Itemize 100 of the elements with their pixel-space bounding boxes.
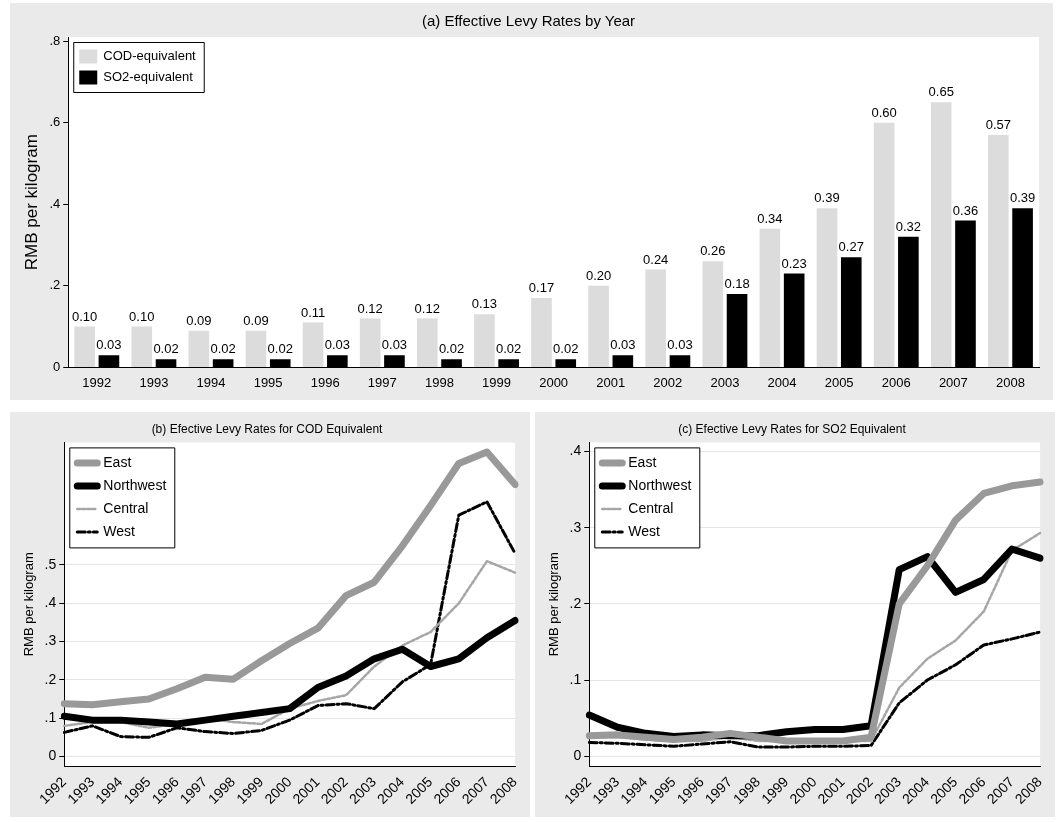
data-label: 0.03 (96, 337, 122, 353)
x-tick-label: 1998 (424, 374, 454, 390)
data-label: 0.02 (153, 341, 179, 357)
data-label: 0.17 (528, 280, 555, 296)
y-axis-title: RMB per kilogram (21, 552, 37, 657)
legend-label: Central (103, 499, 149, 516)
legend-label: West (103, 522, 136, 539)
y-axis-title: RMB per kilogram (21, 134, 41, 271)
x-tick-label: 2006 (881, 374, 911, 390)
data-label: 0.02 (267, 341, 293, 357)
legend-label: East (103, 453, 132, 470)
legend-label: West (628, 522, 661, 539)
legend-label: Central (628, 499, 674, 516)
y-tick-label: 0 (53, 358, 61, 374)
data-label: 0.02 (496, 341, 522, 357)
y-tick-label: .8 (49, 32, 61, 48)
y-tick-label: .4 (44, 594, 57, 611)
y-tick-label: .6 (49, 114, 61, 130)
bar (702, 261, 724, 367)
bar (759, 228, 781, 367)
chart-title: (a) Effective Levy Rates by Year (421, 12, 636, 30)
data-label: 0.03 (381, 337, 408, 353)
data-label: 0.03 (610, 337, 636, 353)
bar (645, 269, 667, 367)
data-label: 0.03 (667, 337, 693, 353)
legend-label: Northwest (103, 476, 167, 493)
x-tick-label: 1992 (82, 374, 112, 390)
x-tick-label: 2007 (938, 374, 968, 390)
data-label: 0.34 (757, 210, 783, 226)
y-tick-label: .2 (44, 670, 57, 687)
bar (930, 102, 952, 367)
bar (302, 322, 324, 367)
y-tick-label: 0 (48, 747, 57, 764)
data-label: 0.32 (895, 218, 922, 234)
y-tick-label: .3 (569, 518, 582, 535)
y-tick-label: .2 (49, 277, 61, 293)
bar (816, 208, 838, 367)
bar (245, 330, 267, 367)
chart-title: (c) Efective Levy Rates for SO2 Equivalent (678, 421, 907, 436)
y-tick-label: .1 (569, 670, 582, 687)
bar (131, 326, 153, 367)
bar (531, 298, 552, 367)
data-label: 0.60 (871, 104, 897, 120)
x-tick-label: 1993 (139, 374, 169, 390)
data-label: 0.57 (985, 116, 1011, 132)
x-tick-label: 2000 (539, 374, 569, 390)
bar (188, 330, 210, 367)
x-tick-label: 1995 (253, 374, 283, 390)
data-label: 0.09 (243, 312, 269, 328)
bar (74, 326, 95, 367)
data-label: 0.10 (129, 308, 155, 324)
data-label: 0.36 (952, 202, 979, 218)
x-tick-label: 2005 (824, 374, 854, 390)
chart-title: (b) Efective Levy Rates for COD Equivalent (151, 421, 384, 436)
data-label: 0.02 (553, 341, 579, 357)
data-label: 0.24 (643, 251, 669, 267)
y-tick-label: .1 (44, 709, 57, 726)
data-label: 0.39 (1009, 190, 1036, 206)
data-label: 0.65 (928, 84, 954, 100)
data-label: 0.39 (814, 190, 840, 206)
x-tick-label: 2001 (596, 374, 626, 390)
y-tick-label: 0 (573, 747, 582, 764)
y-tick-label: .3 (44, 632, 57, 649)
data-label: 0.23 (781, 255, 807, 271)
data-label: 0.11 (300, 304, 326, 320)
bar (359, 318, 381, 367)
data-label: 0.20 (585, 267, 612, 283)
y-tick-label: .5 (44, 555, 57, 572)
data-label: 0.02 (438, 341, 465, 357)
y-axis-title: RMB per kilogram (546, 552, 562, 657)
x-tick-label: 1997 (367, 374, 397, 390)
legend-label: COD-equivalent (103, 48, 197, 64)
y-tick-label: .2 (569, 594, 582, 611)
legend-label: Northwest (628, 476, 692, 493)
data-label: 0.02 (210, 341, 236, 357)
bar (873, 122, 895, 367)
legend-label: SO2-equivalent (103, 69, 194, 85)
x-tick-label: 2008 (995, 374, 1025, 390)
y-tick-label: .4 (569, 442, 582, 459)
x-tick-label: 1996 (310, 374, 340, 390)
x-tick-label: 2003 (710, 374, 740, 390)
data-label: 0.10 (72, 308, 98, 324)
bar (988, 134, 1009, 367)
x-tick-label: 2002 (653, 374, 683, 390)
bar (474, 314, 495, 367)
bar (416, 318, 438, 367)
data-label: 0.03 (324, 337, 350, 353)
data-label: 0.18 (724, 276, 750, 292)
y-tick-label: .4 (49, 195, 61, 211)
legend-label: East (628, 453, 657, 470)
data-label: 0.13 (471, 296, 498, 312)
bar (588, 285, 609, 367)
data-label: 0.26 (700, 243, 726, 259)
x-tick-label: 2004 (767, 374, 797, 390)
data-label: 0.09 (186, 312, 212, 328)
data-label: 0.12 (414, 300, 440, 316)
data-label: 0.27 (838, 239, 864, 255)
x-tick-label: 1994 (196, 374, 226, 390)
data-label: 0.12 (357, 300, 383, 316)
x-tick-label: 1999 (482, 374, 511, 390)
